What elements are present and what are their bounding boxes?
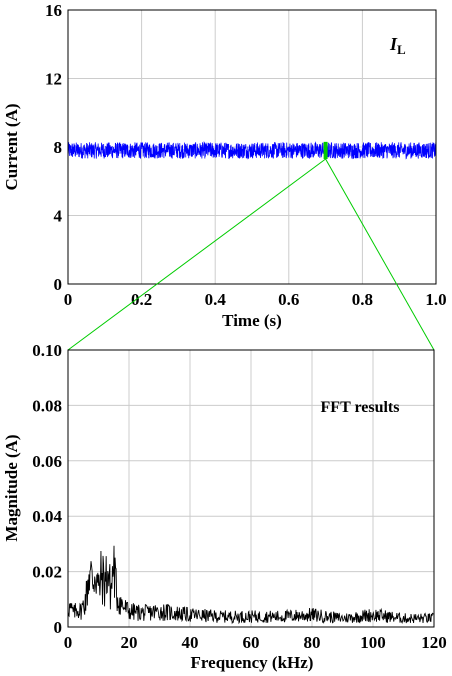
current-x-tick-label: 0 [64,290,73,309]
fft-annotation: FFT results [321,399,400,416]
current-y-tick-label: 0 [54,275,63,294]
current-y-tick-label: 16 [45,1,62,20]
current-y-tick-label: 8 [54,138,63,157]
current-x-tick-label: 0.6 [278,290,299,309]
fft-x-tick-label: 60 [243,633,260,652]
current-y-tick-label: 12 [45,70,62,89]
fft-x-tick-label: 40 [182,633,199,652]
fft-y-ticks: 0 0.02 0.04 0.06 0.08 0.10 [32,341,62,637]
current-y-ticks: 0 4 8 12 16 [45,1,63,294]
fft-y-tick-label: 0.08 [32,396,62,415]
fft-y-tick-label: 0.02 [32,563,62,582]
current-x-tick-label: 0.4 [205,290,227,309]
current-x-tick-label: 1.0 [425,290,446,309]
fft-y-tick-label: 0 [54,618,63,637]
fft-x-tick-label: 0 [64,633,73,652]
fft-chart: 0 20 40 60 80 100 120 0 0.02 0.04 0.06 0.08 0.10 Fr… [2,341,447,672]
fft-y-tick-label: 0.06 [32,452,62,471]
fft-x-tick-label: 80 [304,633,321,652]
current-signal-line [67,141,437,160]
fft-plot-frame [67,349,435,628]
current-plot-frame [67,9,437,285]
current-y-axis-label: Current (A) [2,103,21,190]
current-annotation-main: I [389,34,398,54]
fft-x-ticks: 0 20 40 60 80 100 120 [64,633,447,652]
zoom-highlight-marker [323,141,328,159]
current-annotation: IL [389,34,406,57]
fft-y-tick-label: 0.10 [32,341,62,360]
current-y-tick-label: 4 [54,207,63,226]
current-x-tick-label: 0.2 [131,290,152,309]
fft-x-axis-label: Frequency (kHz) [191,653,314,672]
current-x-tick-label: 0.8 [352,290,373,309]
current-x-ticks: 0 0.2 0.4 0.6 0.8 1.0 [64,290,447,309]
fft-x-tick-label: 20 [121,633,138,652]
fft-y-tick-label: 0.04 [32,507,62,526]
current-chart: 0 0.2 0.4 0.6 0.8 1.0 0 4 8 12 16 Time (s) Curren… [2,1,447,330]
fft-y-axis-label: Magnitude (A) [2,434,21,541]
fft-x-tick-label: 100 [360,633,386,652]
current-x-axis-label: Time (s) [222,311,282,330]
fft-x-tick-label: 120 [421,633,447,652]
current-series [67,141,437,160]
zoom-line-right [325,158,435,351]
current-annotation-subscript: L [397,42,406,57]
fft-spectrum-line [67,545,435,625]
zoom-line-left [67,158,326,351]
zoom-lines [67,158,435,351]
fft-series [67,545,435,625]
